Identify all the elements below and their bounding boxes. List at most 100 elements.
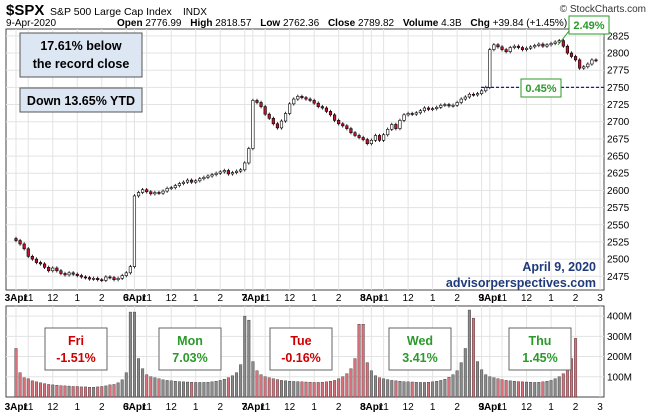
price-tick-label: 2700 [607, 117, 630, 128]
candle [365, 139, 369, 145]
volume-bar [206, 382, 210, 398]
candle [578, 59, 582, 69]
candle [14, 238, 18, 241]
x-tick-label: 12 [284, 402, 296, 413]
volume-bar [141, 368, 145, 398]
candle [177, 183, 181, 186]
candle [402, 114, 406, 121]
gain-total: 2.49% [573, 20, 604, 32]
volume-bar [210, 381, 214, 398]
candle [71, 272, 75, 275]
gain-total-box [568, 15, 610, 35]
candle [467, 93, 471, 98]
candle [190, 179, 194, 183]
candle [484, 87, 488, 92]
candle [406, 113, 410, 116]
candle [234, 170, 239, 173]
x-tick-label: 3Apr [5, 402, 28, 413]
candle [181, 181, 186, 184]
x-tick-label: 11 [260, 402, 271, 413]
x-tick-label: 3 [124, 402, 130, 413]
record-line-2: the record close [33, 57, 130, 71]
candle [30, 256, 34, 260]
volume-bar [435, 381, 439, 398]
volume-bar [508, 380, 512, 398]
volume-bar [361, 324, 365, 398]
chart-date-label: April 9, 2020 [522, 260, 596, 274]
candle [141, 189, 145, 193]
chg-value: +39.84 (+1.45%) [493, 18, 568, 29]
volume-bar [418, 382, 422, 398]
volume-bar [137, 358, 141, 398]
candle [537, 43, 541, 46]
volume-bar [153, 377, 157, 398]
candle [83, 276, 88, 279]
candle [128, 266, 132, 274]
price-tick-label: 2525 [607, 237, 630, 248]
x-tick-label: 1 [311, 402, 317, 413]
volume-bar [504, 380, 508, 398]
candle [67, 272, 71, 276]
x-tick-label: 1 [430, 293, 436, 304]
volume-bar [173, 381, 177, 398]
x-tick-label: 1 [74, 293, 80, 304]
price-tick-label: 2575 [607, 203, 630, 214]
volume-bar [521, 381, 524, 398]
volume-bar [500, 379, 504, 398]
candle [569, 52, 574, 57]
candle [26, 248, 30, 257]
volume-bar [226, 377, 230, 398]
volume-bar [263, 376, 267, 398]
volume-bar [112, 384, 116, 398]
candle [520, 47, 525, 50]
candle [149, 191, 153, 195]
volume-bar [357, 324, 361, 398]
day-box [508, 327, 572, 371]
candle [271, 117, 275, 125]
volume-bar [512, 381, 516, 398]
volume-bar [484, 374, 488, 398]
candle [104, 276, 108, 281]
price-tick-label: 2825 [607, 31, 630, 42]
day-name: Fri [68, 334, 84, 348]
volume-bar [337, 378, 341, 398]
volume-bar [333, 380, 337, 398]
ytd-text: Down 13.65% YTD [27, 94, 135, 108]
symbol: $SPX [6, 2, 44, 19]
volume-bar [120, 379, 124, 398]
x-tick-label: 3 [360, 293, 366, 304]
candle [377, 135, 382, 141]
candle [206, 175, 210, 178]
volume-bar [496, 378, 500, 398]
price-candles [14, 38, 598, 283]
candle [55, 267, 59, 272]
volume-bar [414, 382, 418, 398]
volume-bar [312, 382, 316, 398]
day-box [44, 327, 108, 371]
candle [116, 278, 120, 280]
volume-bar [79, 386, 83, 398]
x-tick-label: 12 [403, 402, 415, 413]
candle [275, 123, 279, 129]
day-change: -0.16% [281, 351, 321, 365]
volume-bar [202, 382, 206, 398]
price-tick-label: 2600 [607, 186, 630, 197]
chart-credit: © StockCharts.com [560, 4, 646, 15]
candle [439, 104, 443, 108]
x-tick-label: 11 [142, 402, 153, 413]
candle [349, 128, 353, 134]
candle [426, 107, 431, 110]
candle [345, 125, 349, 129]
day-box [269, 327, 333, 371]
candle [185, 179, 190, 183]
x-tick-label: 1 [193, 293, 199, 304]
candle [545, 44, 549, 47]
volume-bars [14, 309, 578, 398]
x-tick-label: 1 [193, 402, 199, 413]
gain-total-pointer [557, 30, 570, 46]
candle [422, 107, 427, 112]
volume-bar [128, 311, 132, 398]
volume-bar [43, 383, 47, 398]
candle [574, 56, 578, 61]
